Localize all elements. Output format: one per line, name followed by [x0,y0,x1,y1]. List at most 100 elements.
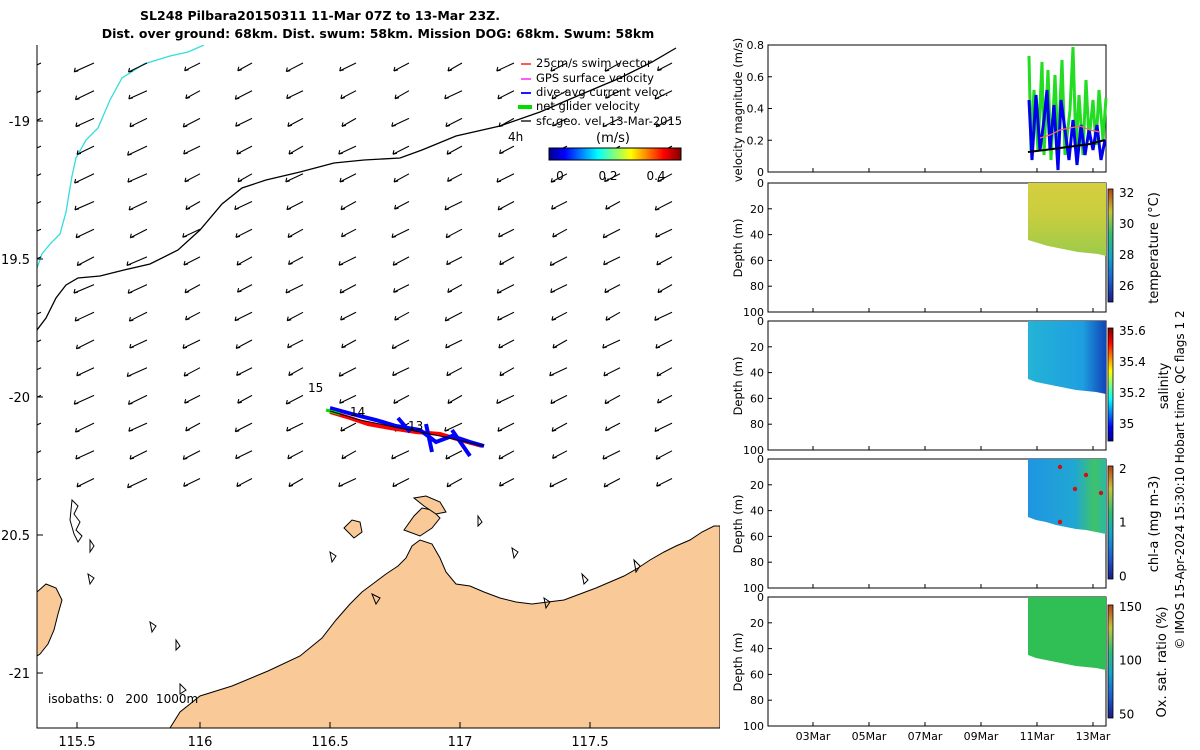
current-vector-arrow [285,173,304,183]
current-vector-head [549,482,555,488]
current-vector-head [236,371,241,376]
current-vector-field [23,62,673,489]
side-x-tick-label: 03Mar [796,730,831,743]
current-vector-head [338,149,343,155]
current-vector-head [657,66,662,72]
current-vector-arrow [237,284,253,293]
current-vector-arrow [339,173,357,183]
current-vector-head [392,482,398,488]
current-vector-arrow [393,284,410,293]
current-vector-head [237,288,242,293]
current-vector-head [447,66,453,72]
oxygen-ylabel: Depth (m) [731,633,745,692]
chl-cbar-label: chl-a (mg m-3) [1147,476,1162,573]
current-vector-arrow [447,284,463,293]
side-y-tick-label: 40 [750,643,764,656]
current-vector-arrow [605,90,621,99]
current-vector-head [236,482,242,487]
current-vector-arrow [339,62,357,72]
current-vector-head [604,288,610,294]
current-vector-head [184,66,189,72]
salinity-colorbar [1107,327,1114,442]
legend-gps-velocity: GPS surface velocity [521,71,654,85]
current-vector-head [76,482,82,488]
current-vector-arrow [552,228,568,238]
cbar-tick-label: 35 [1119,417,1134,431]
current-vector-head [551,94,557,100]
current-vector-arrow [339,394,357,404]
current-vector-arrow [75,117,95,128]
side-y-tick-label: 60 [750,668,764,681]
current-vector-head [285,288,291,294]
current-vector-arrow [183,145,201,155]
current-vector-arrow [37,62,42,66]
current-vector-arrow [286,394,304,405]
current-vector-arrow [391,117,410,127]
side-x-tick-label: 11Mar [1020,730,1055,743]
current-vector-head [23,456,27,460]
current-vector-arrow [126,256,148,266]
side-y-tick-label: 40 [750,505,764,518]
current-vector-arrow [127,145,148,156]
current-vector-arrow [236,256,253,266]
current-vector-head [551,316,557,321]
current-vector-arrow [338,256,357,266]
series-sfc-geo [1027,139,1106,153]
current-vector-arrow [129,339,148,349]
current-vector-head [338,482,343,488]
current-vector-arrow [235,339,253,349]
current-vector-head [550,66,556,72]
current-vector-arrow [498,450,515,460]
current-vector-head [603,482,609,488]
temperature-ylabel: Depth (m) [731,219,745,278]
track-label-13: 13 [408,419,423,433]
current-vector-head [445,122,451,128]
current-vector-arrow [287,117,304,127]
cbar-tick-label: 0 [1119,569,1127,583]
current-vector-head [552,343,558,349]
current-vector-arrow [235,117,253,127]
side-y-tick-label: 20 [750,341,764,354]
isobath-200m [37,45,205,269]
current-vector-head [444,426,449,432]
current-vector-arrow [657,284,673,294]
salinity-panel [767,320,1114,451]
current-vector-head [394,204,399,210]
current-vector-arrow [287,228,304,238]
current-vector-head [602,122,608,128]
current-vector-head [552,232,557,238]
current-vector-arrow [550,394,568,405]
current-vector-arrow [605,311,621,321]
current-vector-arrow [184,173,201,183]
chl-panel [767,458,1114,589]
current-vector-head [237,66,242,72]
current-vector-arrow [444,422,463,432]
current-vector-arrow [446,256,463,266]
current-vector-arrow [656,367,673,377]
current-vector-arrow [288,478,304,487]
current-vector-arrow [128,394,148,405]
map-y-tick-label: 19.5 [1,253,30,268]
current-vector-arrow [549,367,568,377]
current-vector-arrow [338,478,357,487]
current-vector-arrow [234,201,253,210]
current-vector-head [338,261,344,266]
colorbar-tick: 0.2 [598,169,617,183]
side-y-tick-label: 60 [750,254,764,267]
current-vector-head [74,95,80,101]
current-vector-arrow [392,339,410,350]
glider-track [325,406,485,458]
current-vector-head [285,399,291,405]
current-vector-arrow [602,450,621,460]
map-x-ticks: 115.5 116 116.5 117 117.5 [58,722,609,750]
current-vector-head [127,400,133,405]
current-vector-head [496,399,501,404]
current-vector-head [74,178,79,184]
side-y-tick-label: 100 [743,720,764,733]
current-vector-arrow [604,173,621,182]
current-vector-arrow [340,90,357,100]
current-vector-head [605,316,611,321]
current-vector-head [129,343,134,349]
current-vector-head [392,261,398,266]
velocity-ylabel: velocity magnitude (m/s) [731,38,745,183]
